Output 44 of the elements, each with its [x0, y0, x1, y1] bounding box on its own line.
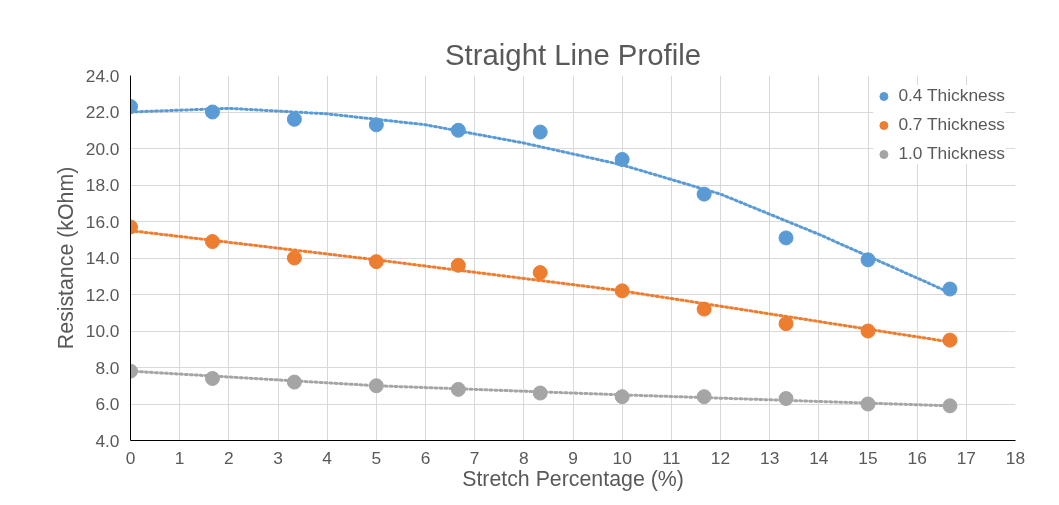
point — [286, 111, 302, 127]
x-tick-label: 14 — [809, 447, 829, 468]
x-tick-label: 7 — [469, 447, 480, 468]
point — [532, 265, 548, 281]
point — [286, 250, 302, 266]
y-tick-label: 16.0 — [85, 211, 120, 232]
y-tick-label: 24.0 — [85, 65, 120, 86]
x-tick-label: 9 — [568, 447, 578, 468]
legend-label: 1.0 Thickness — [898, 143, 1005, 164]
x-tick-label: 18 — [1005, 447, 1026, 468]
legend-label: 0.4 Thickness — [898, 85, 1005, 106]
x-tick-label: 5 — [371, 447, 382, 468]
y-tick-label: 10.0 — [85, 321, 120, 341]
point — [942, 281, 958, 297]
point — [532, 124, 548, 140]
x-tick-label: 4 — [322, 447, 333, 468]
x-tick-label: 8 — [519, 447, 529, 468]
y-tick-label: 22.0 — [85, 102, 120, 122]
chart-title: Straight Line Profile — [445, 37, 701, 71]
y-tick-label: 20.0 — [85, 138, 120, 159]
x-tick-label: 11 — [662, 447, 681, 468]
y-tick-label: 8.0 — [95, 357, 120, 378]
x-tick-label: 16 — [907, 447, 927, 468]
x-tick-label: 2 — [224, 447, 234, 468]
y-tick-label: 18.0 — [85, 175, 120, 195]
y-tick-label: 12.0 — [85, 284, 120, 305]
y-tick-label: 6.0 — [95, 394, 120, 414]
x-tick-label: 3 — [273, 447, 283, 468]
point — [778, 230, 794, 246]
point — [368, 117, 384, 133]
x-axis-title: Stretch Percentage (%) — [462, 466, 684, 491]
y-tick-label: 4.0 — [95, 430, 120, 451]
x-tick-label: 6 — [420, 447, 431, 468]
point — [778, 316, 794, 332]
x-tick-label: 10 — [612, 447, 632, 468]
legend-label: 0.7 Thickness — [898, 114, 1005, 135]
x-tick-label: 1 — [174, 447, 185, 468]
x-tick-label: 13 — [760, 447, 780, 468]
x-tick-label: 15 — [858, 447, 878, 468]
y-tick-label: 14.0 — [85, 248, 120, 268]
y-axis-title: Resistance (kOhm) — [53, 166, 78, 350]
x-tick-label: 17 — [956, 447, 976, 468]
x-tick-label: 12 — [710, 447, 731, 468]
x-tick-label: 0 — [125, 447, 136, 468]
